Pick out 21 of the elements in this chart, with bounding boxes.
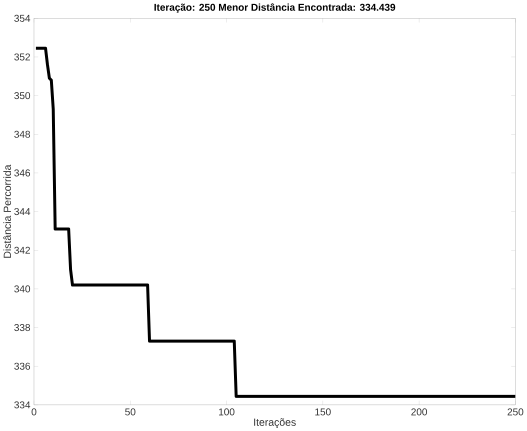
y-tick-label: 340 bbox=[14, 285, 30, 292]
chart-title: Iteração: 250 Menor Distância Encontrada: 334.439 bbox=[154, 3, 396, 13]
x-tick-label: 50 bbox=[125, 408, 136, 416]
y-tick-label: 350 bbox=[14, 92, 30, 99]
y-tick-label: 338 bbox=[14, 324, 30, 331]
line-series bbox=[34, 46, 516, 398]
y-tick-label: 346 bbox=[14, 169, 30, 176]
y-tick-label: 334 bbox=[14, 401, 30, 408]
x-tick-label: 150 bbox=[315, 408, 331, 416]
y-tick-label: 354 bbox=[14, 14, 30, 22]
x-tick-label: 250 bbox=[508, 408, 524, 416]
y-tick-label: 348 bbox=[14, 130, 30, 138]
x-tick-label: 0 bbox=[32, 408, 36, 416]
y-tick-label: 336 bbox=[14, 362, 30, 370]
x-tick-label: 200 bbox=[411, 408, 428, 416]
y-tick-label: 342 bbox=[14, 246, 30, 254]
x-axis-title: Iterações bbox=[254, 418, 296, 428]
y-tick-label: 344 bbox=[14, 208, 30, 215]
x-tick-label: 100 bbox=[219, 408, 234, 416]
y-axis-title: Distância Percorrida bbox=[3, 164, 12, 258]
y-tick-label: 352 bbox=[14, 53, 30, 60]
